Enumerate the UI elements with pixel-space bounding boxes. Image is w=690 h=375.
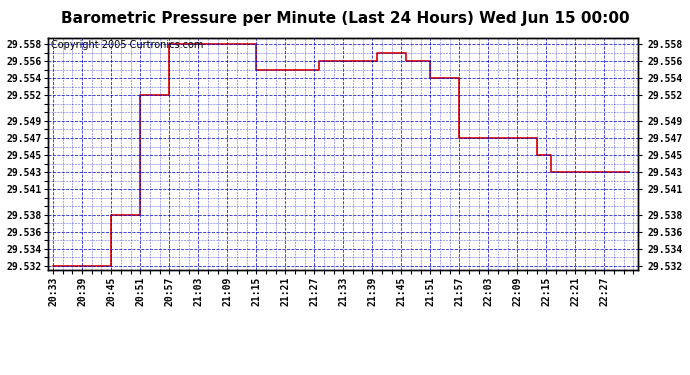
Text: Copyright 2005 Curtronics.com: Copyright 2005 Curtronics.com [51,40,204,50]
Text: Barometric Pressure per Minute (Last 24 Hours) Wed Jun 15 00:00: Barometric Pressure per Minute (Last 24 … [61,11,629,26]
